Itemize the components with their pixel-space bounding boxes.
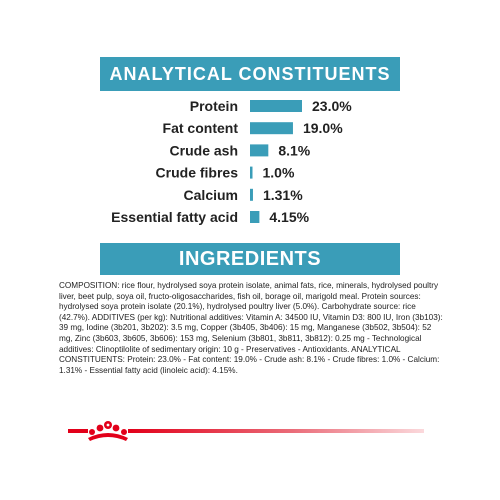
brand-footer bbox=[0, 420, 500, 444]
value-label: 1.31% bbox=[263, 187, 303, 203]
value-label: 8.1% bbox=[278, 142, 310, 158]
category-label: Crude fibres bbox=[156, 165, 239, 181]
category-label: Fat content bbox=[163, 120, 239, 136]
value-label: 4.15% bbox=[269, 209, 309, 225]
bar bbox=[250, 122, 293, 135]
analytical-constituents-heading: ANALYTICAL CONSTITUENTS bbox=[100, 57, 400, 91]
value-label: 1.0% bbox=[263, 165, 295, 181]
category-label: Calcium bbox=[184, 187, 238, 203]
category-label: Crude ash bbox=[170, 142, 238, 158]
bar bbox=[250, 188, 253, 201]
bar bbox=[250, 211, 260, 223]
category-label: Essential fatty acid bbox=[111, 209, 238, 225]
bar bbox=[250, 166, 253, 179]
value-label: 19.0% bbox=[303, 120, 343, 136]
footer-gradient-line bbox=[128, 429, 424, 433]
bar bbox=[250, 144, 269, 157]
analytical-constituents-chart: Protein 23.0% Fat content 19.0% Crude ash 8.1… bbox=[111, 98, 352, 225]
category-label: Protein bbox=[190, 98, 238, 114]
ingredients-composition-text: COMPOSITION: rice flour, hydrolysed soya… bbox=[59, 281, 443, 375]
footer-red-line bbox=[68, 429, 88, 433]
bar bbox=[250, 100, 302, 112]
value-label: 23.0% bbox=[312, 98, 352, 114]
ingredients-heading: INGREDIENTS bbox=[100, 243, 400, 275]
royal-canin-crown-icon bbox=[88, 421, 128, 441]
